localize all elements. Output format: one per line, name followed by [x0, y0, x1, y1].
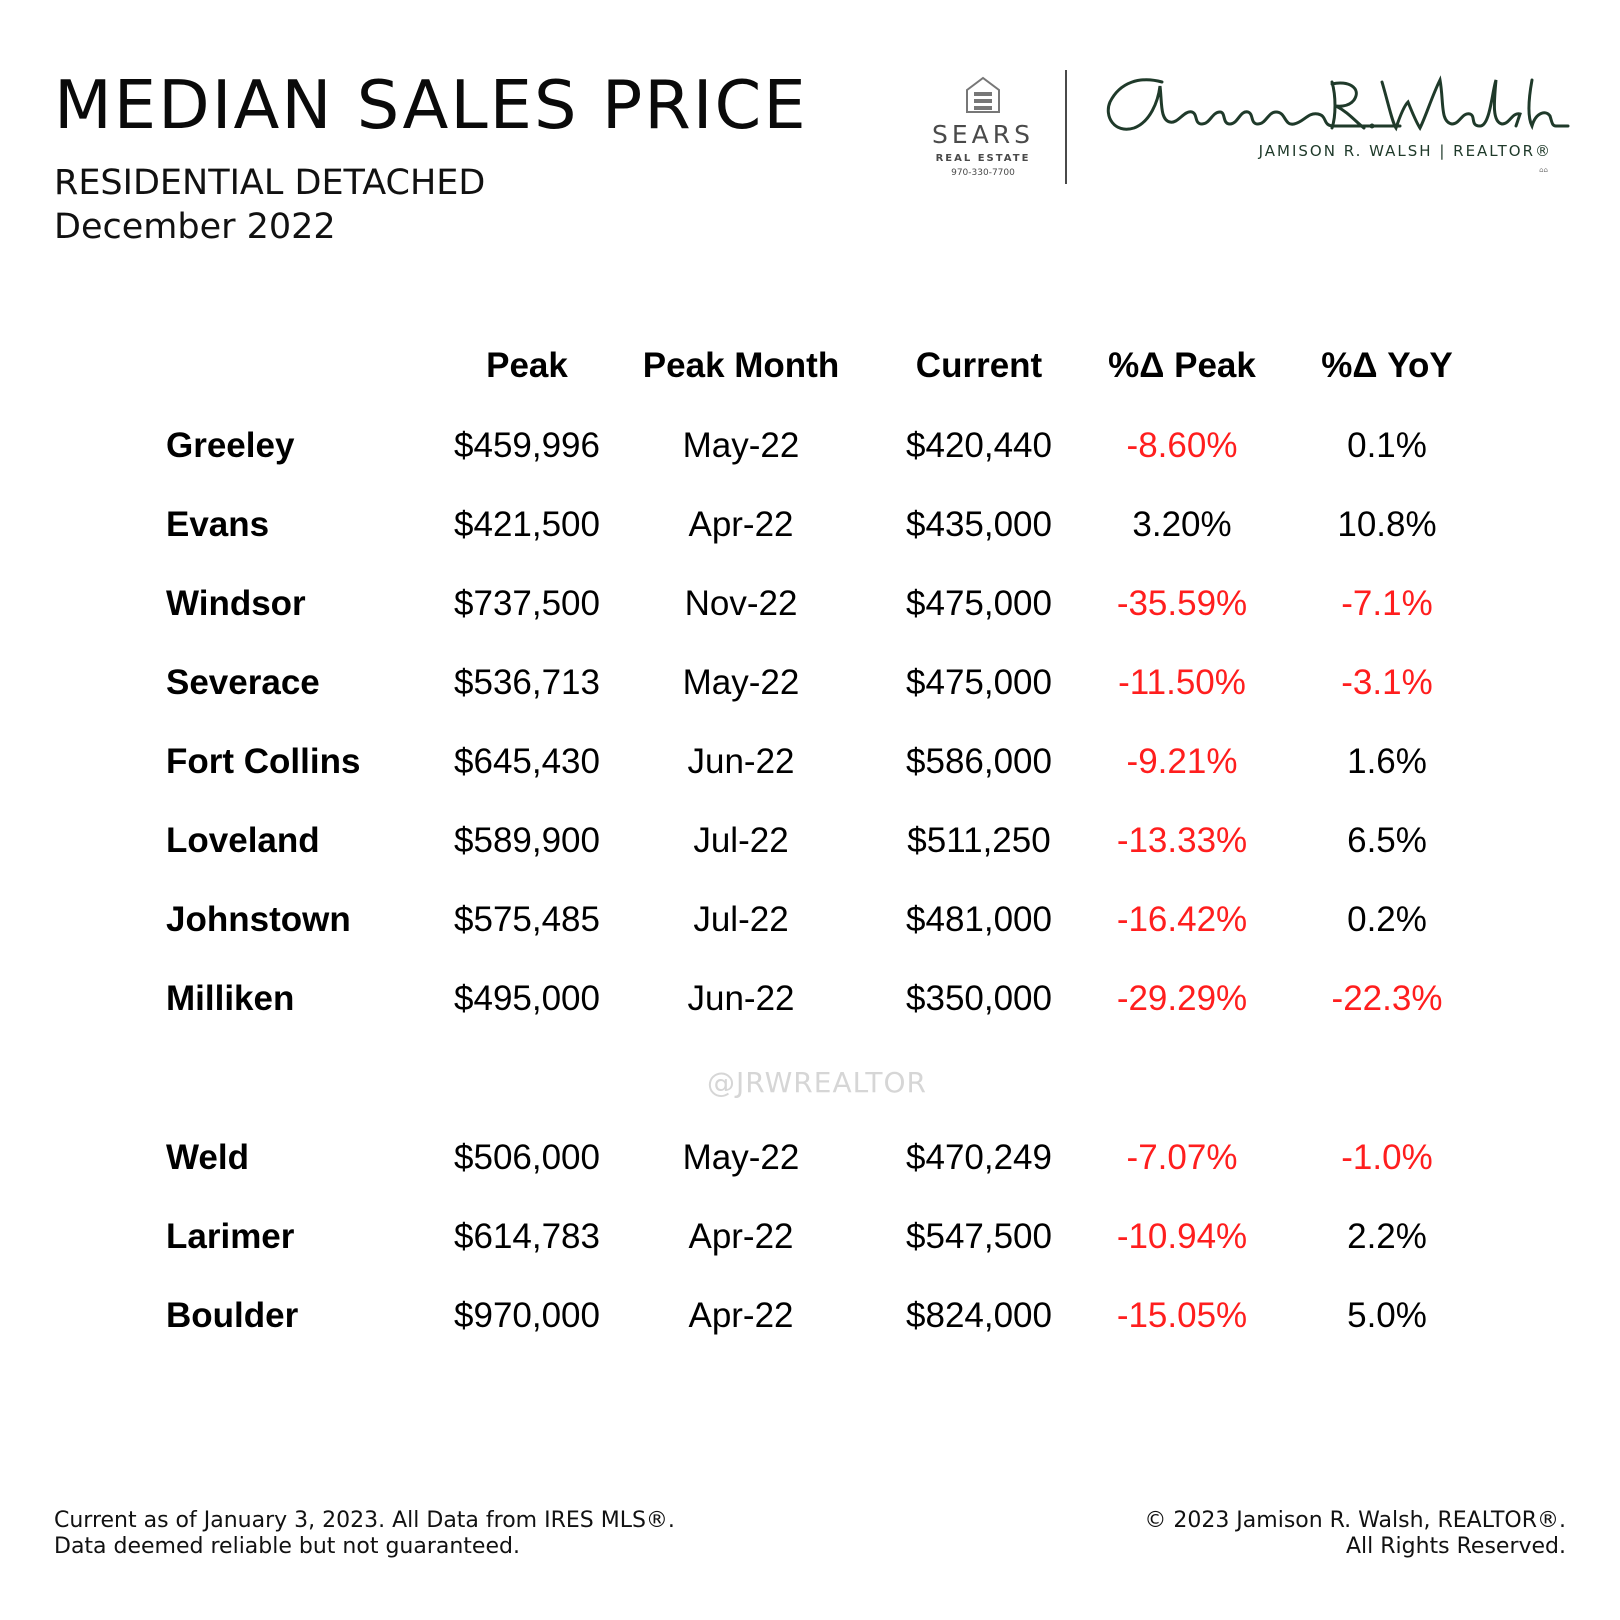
footer-copyright: © 2023 Jamison R. Walsh, REALTOR®. All R… — [1144, 1508, 1566, 1560]
table-cell: $586,000 — [906, 742, 1052, 781]
table-cell: -35.59% — [1116, 584, 1248, 623]
signature-label: JAMISON R. WALSH | REALTOR® — [1258, 142, 1552, 160]
table-cell: 2.2% — [1347, 1217, 1427, 1256]
table-cell: $475,000 — [906, 584, 1052, 623]
table-cell: $536,713 — [454, 663, 600, 702]
col-pct-yoy-header: %Δ YoY — [1321, 346, 1453, 385]
table-cell: 0.2% — [1347, 900, 1427, 939]
page-subtitle: RESIDENTIAL DETACHED — [54, 163, 486, 203]
table-cell: $824,000 — [906, 1296, 1052, 1335]
row-label: Loveland — [166, 821, 320, 860]
table-cell: -9.21% — [1126, 742, 1238, 781]
table-cell: May-22 — [682, 1138, 800, 1177]
watermark: @JRWREALTOR — [707, 1066, 927, 1099]
row-label: Boulder — [166, 1296, 299, 1335]
table-cell: $350,000 — [906, 979, 1052, 1018]
row-label: Evans — [166, 505, 270, 544]
row-label: Milliken — [166, 979, 295, 1018]
row-label: Weld — [166, 1138, 249, 1177]
table-cell: $475,000 — [906, 663, 1052, 702]
table-cell: -1.0% — [1341, 1138, 1433, 1177]
col-peak-header: Peak — [486, 346, 568, 385]
table-cell: 10.8% — [1337, 505, 1437, 544]
table-cell: -15.05% — [1116, 1296, 1248, 1335]
row-label: Windsor — [166, 584, 306, 623]
table-cell: Nov-22 — [684, 584, 798, 623]
table-cell: -8.60% — [1126, 426, 1238, 465]
table-cell: -29.29% — [1116, 979, 1248, 1018]
table-cell: Apr-22 — [688, 505, 794, 544]
table-cell: 3.20% — [1132, 505, 1232, 544]
table-cell: $547,500 — [906, 1217, 1052, 1256]
logo-divider — [1065, 70, 1067, 184]
sears-logo: SEARS REAL ESTATE 970-330-7700 — [918, 74, 1048, 178]
table-cell: $481,000 — [906, 900, 1052, 939]
table-cell: -7.1% — [1341, 584, 1433, 623]
house-stack-icon — [966, 76, 1000, 113]
row-label: Johnstown — [166, 900, 351, 939]
table-cell: Apr-22 — [688, 1296, 794, 1335]
footer-disclaimer: Current as of January 3, 2023. All Data … — [54, 1508, 675, 1560]
page-title: MEDIAN SALES PRICE — [54, 66, 808, 144]
table-cell: -16.42% — [1116, 900, 1248, 939]
table-cell: Jul-22 — [693, 900, 789, 939]
table-cell: May-22 — [682, 663, 800, 702]
table-cell: -7.07% — [1126, 1138, 1238, 1177]
col-pct-peak-header: %Δ Peak — [1108, 346, 1256, 385]
table-cell: $737,500 — [454, 584, 600, 623]
row-label: Severace — [166, 663, 320, 702]
signature-icon — [1106, 75, 1570, 132]
sears-phone: 970-330-7700 — [951, 168, 1015, 178]
table-cell: $506,000 — [454, 1138, 600, 1177]
sears-name: SEARS — [931, 120, 1034, 149]
table-cell: $970,000 — [454, 1296, 600, 1335]
table-cell: Jun-22 — [687, 979, 795, 1018]
report-period: December 2022 — [54, 207, 336, 247]
table-cell: Apr-22 — [688, 1217, 794, 1256]
table-cell: 1.6% — [1347, 742, 1427, 781]
row-label: Larimer — [166, 1217, 295, 1256]
table-cell: $435,000 — [906, 505, 1052, 544]
table-cell: Jun-22 — [687, 742, 795, 781]
signature-logo: JAMISON R. WALSH | REALTOR® ⌂⌂ — [1100, 72, 1570, 184]
table-cell: -22.3% — [1331, 979, 1443, 1018]
table-cell: $575,485 — [454, 900, 600, 939]
col-current-header: Current — [915, 346, 1043, 385]
table-cell: 6.5% — [1347, 821, 1427, 860]
table-cell: $589,900 — [454, 821, 600, 860]
table-cell: $420,440 — [906, 426, 1052, 465]
footer-right-line1: © 2023 Jamison R. Walsh, REALTOR®. — [1144, 1508, 1566, 1533]
table-cell: -3.1% — [1341, 663, 1433, 702]
table-cell: $645,430 — [454, 742, 600, 781]
table-cell: 0.1% — [1347, 426, 1427, 465]
table-cell: -10.94% — [1116, 1217, 1248, 1256]
footer-left-line1: Current as of January 3, 2023. All Data … — [54, 1508, 675, 1533]
table-cell: $511,250 — [907, 821, 1051, 860]
table-cell: -11.50% — [1118, 663, 1246, 702]
col-peak-month-header: Peak Month — [642, 346, 840, 385]
table-cell: May-22 — [682, 426, 800, 465]
footer-left-line2: Data deemed reliable but not guaranteed. — [54, 1534, 520, 1559]
row-label: Fort Collins — [166, 742, 361, 781]
table-cell: 5.0% — [1347, 1296, 1427, 1335]
equal-housing-icon: ⌂⌂ — [1539, 166, 1548, 174]
table-cell: $614,783 — [454, 1217, 600, 1256]
row-label: Greeley — [166, 426, 295, 465]
table-cell: $470,249 — [906, 1138, 1052, 1177]
footer-right-line2: All Rights Reserved. — [1345, 1534, 1566, 1559]
table-cell: $459,996 — [454, 426, 600, 465]
table-cell: -13.33% — [1116, 821, 1248, 860]
table-cell: Jul-22 — [693, 821, 789, 860]
table-cell: $495,000 — [454, 979, 600, 1018]
table-cell: $421,500 — [454, 505, 600, 544]
sears-subtitle: REAL ESTATE — [935, 153, 1031, 164]
